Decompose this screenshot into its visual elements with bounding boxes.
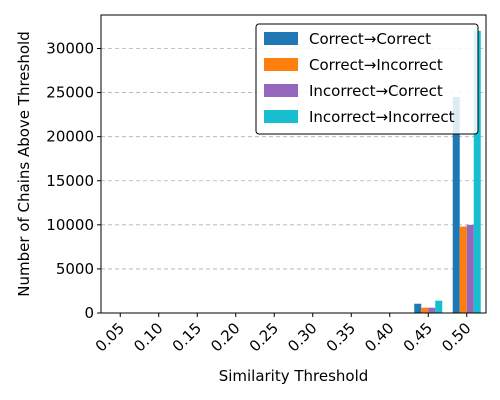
y-tick-label: 10000 [46, 216, 94, 234]
y-tick-label: 20000 [46, 128, 94, 146]
legend-swatch [264, 58, 298, 71]
x-tick-label: 0.45 [400, 319, 436, 355]
bar-correct-correct-0.45 [414, 303, 422, 313]
y-axis: 0 5000 10000 15000 20000 25000 30000 [46, 40, 101, 322]
legend-entry: Correct→Incorrect [309, 56, 443, 74]
y-tick-label: 15000 [46, 172, 94, 190]
bar-incorrect-correct-0.50 [466, 224, 474, 313]
bar-incorrect-incorrect-0.50 [473, 30, 481, 314]
bar-incorrect-incorrect-0.45 [435, 300, 443, 313]
legend-swatch [264, 110, 298, 123]
x-tick-label: 0.20 [207, 319, 243, 355]
y-tick-label: 30000 [46, 40, 94, 58]
bar-correct-correct-0.50 [452, 96, 460, 313]
x-tick-label: 0.25 [246, 319, 282, 355]
legend-box [255, 23, 479, 135]
y-axis-label: Number of Chains Above Threshold [15, 31, 33, 296]
plot-frame [100, 14, 487, 314]
legend-entry: Correct→Correct [309, 30, 431, 48]
x-axis: 0.05 0.10 0.15 0.20 0.25 0.30 0.35 0.40 0.45 0.50 [92, 313, 475, 355]
legend-entry: Incorrect→Incorrect [309, 108, 455, 126]
bars [414, 30, 481, 314]
x-tick-label: 0.05 [92, 319, 128, 355]
y-tick-label: 0 [84, 304, 94, 322]
x-tick-label: 0.35 [323, 319, 359, 355]
bar-correct-incorrect-0.45 [421, 307, 429, 313]
legend-swatch [264, 32, 298, 45]
legend-entry: Incorrect→Correct [309, 82, 443, 100]
y-tick-label: 5000 [56, 260, 94, 278]
legend-swatch [264, 84, 298, 97]
legend: Correct→Correct Correct→Incorrect Incorrec… [255, 23, 479, 135]
x-axis-label: Similarity Threshold [219, 367, 369, 385]
x-tick-label: 0.15 [169, 319, 205, 355]
bar-incorrect-correct-0.45 [428, 307, 436, 313]
bar-correct-incorrect-0.50 [459, 226, 467, 313]
x-tick-label: 0.10 [130, 319, 166, 355]
x-tick-label: 0.30 [284, 319, 320, 355]
y-tick-label: 25000 [46, 84, 94, 102]
x-tick-label: 0.40 [361, 319, 397, 355]
x-tick-label: 0.50 [438, 319, 474, 355]
